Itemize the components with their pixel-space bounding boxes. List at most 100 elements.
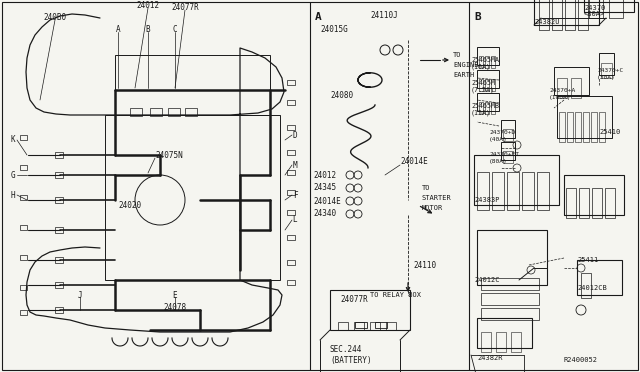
Bar (20, 135, 27, 140)
Text: 24110J: 24110J (370, 10, 397, 19)
Text: 24077R: 24077R (340, 295, 368, 305)
Text: (40A): (40A) (489, 137, 508, 141)
Text: (100A): (100A) (549, 94, 572, 99)
Text: 24345: 24345 (313, 183, 336, 192)
Bar (557, 96, 612, 138)
Text: A: A (315, 12, 322, 22)
Bar (375, 322, 387, 328)
Bar (479, 79, 483, 91)
Bar (501, 142, 515, 160)
Text: STARTER: STARTER (422, 195, 452, 201)
Bar (554, 67, 589, 95)
Bar (55, 257, 63, 263)
Bar (575, 112, 581, 142)
Text: TO RELAY BOX: TO RELAY BOX (370, 292, 421, 298)
Text: B: B (146, 26, 150, 35)
Bar (564, 175, 624, 215)
Text: 24370: 24370 (584, 5, 605, 11)
Text: G: G (11, 170, 15, 180)
Text: 24370+D: 24370+D (489, 129, 515, 135)
Bar (589, 0, 603, 18)
Bar (591, 112, 597, 142)
Text: 25465MB: 25465MB (471, 103, 499, 109)
Text: 25465MA: 25465MA (471, 57, 499, 63)
Text: 24014E: 24014E (313, 196, 340, 205)
Bar (474, 155, 559, 205)
Bar (511, 332, 521, 352)
Text: 25465M: 25465M (471, 80, 495, 86)
Text: 24080: 24080 (330, 90, 353, 99)
Text: 24370+C: 24370+C (597, 67, 623, 73)
Bar (287, 190, 295, 195)
Bar (567, 112, 573, 142)
Bar (481, 308, 539, 320)
Text: A: A (116, 26, 120, 35)
Text: 24370+A: 24370+A (549, 87, 575, 93)
Bar (485, 56, 489, 68)
Bar (55, 152, 63, 158)
Bar (534, 0, 599, 25)
Bar (601, 63, 612, 78)
Text: D: D (292, 131, 298, 140)
Bar (481, 332, 491, 352)
Bar (481, 293, 539, 305)
Text: ENGINE: ENGINE (453, 62, 479, 68)
Bar (287, 235, 295, 240)
Bar (539, 0, 549, 30)
Bar (609, 0, 623, 18)
Text: E: E (173, 291, 177, 299)
Bar (496, 332, 506, 352)
Bar (150, 108, 162, 116)
Bar (20, 165, 27, 170)
Bar (287, 100, 295, 105)
Bar (20, 285, 27, 290)
Bar (501, 120, 515, 138)
Bar (507, 172, 519, 210)
Bar (481, 278, 539, 290)
Text: 24370+ET: 24370+ET (489, 151, 519, 157)
Text: 24383P: 24383P (474, 197, 499, 203)
Bar (578, 0, 588, 30)
Text: 24012: 24012 (136, 0, 159, 10)
Text: (15A): (15A) (471, 110, 491, 116)
Bar (599, 53, 614, 75)
Text: <80A>: <80A> (584, 11, 605, 17)
Text: 24012CB: 24012CB (577, 285, 607, 291)
Text: J: J (77, 291, 83, 299)
Bar (338, 322, 348, 330)
Text: 25410: 25410 (599, 129, 620, 135)
Text: B: B (474, 12, 481, 22)
Bar (479, 102, 483, 114)
Text: R2400052: R2400052 (564, 357, 598, 363)
Bar (287, 210, 295, 215)
Text: 24110: 24110 (413, 260, 436, 269)
Bar (55, 227, 63, 233)
Bar (492, 172, 504, 210)
Bar (55, 172, 63, 178)
Text: 24075N: 24075N (155, 151, 183, 160)
Bar (287, 280, 295, 285)
Text: F: F (292, 190, 298, 199)
Bar (386, 322, 396, 330)
Bar (330, 290, 410, 330)
Text: L: L (292, 215, 298, 224)
Bar (20, 255, 27, 260)
Bar (287, 150, 295, 155)
Text: 24012C: 24012C (474, 277, 499, 283)
Bar (491, 56, 495, 68)
Bar (581, 273, 591, 298)
Bar (552, 0, 562, 30)
Text: M: M (292, 160, 298, 170)
Bar (479, 56, 483, 68)
Bar (185, 108, 197, 116)
Bar (491, 79, 495, 91)
Bar (20, 195, 27, 200)
Text: (30A): (30A) (597, 74, 616, 80)
Text: EARTH: EARTH (453, 72, 474, 78)
Bar (571, 78, 581, 98)
Bar (20, 310, 27, 315)
Bar (565, 0, 575, 30)
Bar (599, 112, 605, 142)
Bar (491, 102, 495, 114)
Bar (577, 260, 622, 295)
